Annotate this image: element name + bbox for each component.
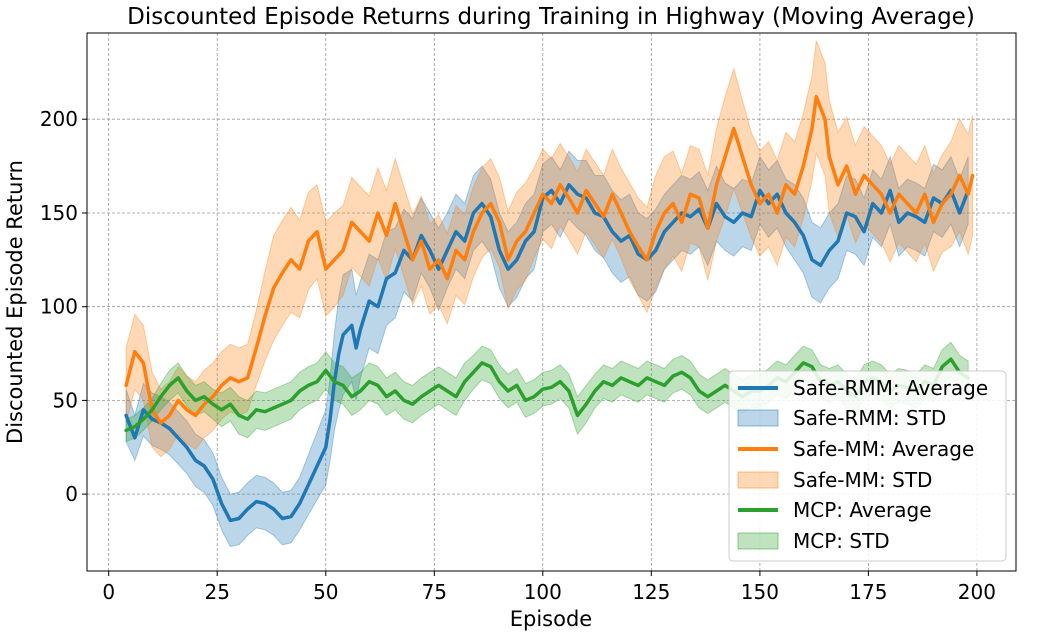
legend-safe-mm-average-label: Safe-MM: Average: [793, 437, 974, 461]
y-tick-label-150: 150: [40, 201, 78, 225]
y-tick-label-50: 50: [53, 388, 78, 412]
safe-mm-std-band: [125, 40, 974, 458]
y-axis-title: Discounted Episode Return: [3, 160, 27, 444]
plot-frame: [86, 32, 1017, 572]
y-tick-label-0: 0: [65, 482, 78, 506]
x-axis-title: Episode: [510, 607, 592, 631]
legend-mcp-std-swatch: [737, 532, 779, 550]
legend-safe-rmm-std-swatch: [737, 409, 779, 427]
safe-rmm-std-band: [125, 150, 969, 548]
legend: Safe-RMM: Average Safe-RMM: STD Safe-MM:…: [728, 370, 1007, 562]
legend-mcp-average-label: MCP: Average: [793, 498, 932, 522]
safe-mm-average-line: [124, 94, 975, 425]
x-tick-label-0: 0: [102, 580, 115, 604]
x-tick-label-175: 175: [849, 580, 887, 604]
legend-safe-mm-std-label: Safe-MM: STD: [793, 468, 932, 492]
x-tick-label-25: 25: [204, 580, 229, 604]
x-tick-label-150: 150: [741, 580, 779, 604]
safe-rmm-average-line: [124, 183, 970, 523]
x-tick-label-100: 100: [524, 580, 562, 604]
legend-safe-rmm-std-label: Safe-RMM: STD: [793, 406, 946, 430]
y-tick-label-200: 200: [40, 107, 78, 131]
x-tick-label-200: 200: [958, 580, 996, 604]
y-tick-label-100: 100: [40, 295, 78, 319]
legend-safe-mm-std-swatch: [737, 471, 779, 489]
y-axis-ticks: 0 50 100 150 200: [40, 107, 87, 506]
chart-title: Discounted Episode Returns during Traini…: [127, 4, 975, 30]
legend-safe-rmm-average-label: Safe-RMM: Average: [793, 376, 988, 400]
x-tick-label-50: 50: [313, 580, 338, 604]
x-tick-label-125: 125: [632, 580, 670, 604]
legend-mcp-std-label: MCP: STD: [793, 529, 890, 553]
x-axis-ticks: 0 25 50 75 100 125 150 175 200: [102, 571, 996, 604]
legend-box: [728, 370, 1007, 562]
x-tick-label-75: 75: [422, 580, 447, 604]
